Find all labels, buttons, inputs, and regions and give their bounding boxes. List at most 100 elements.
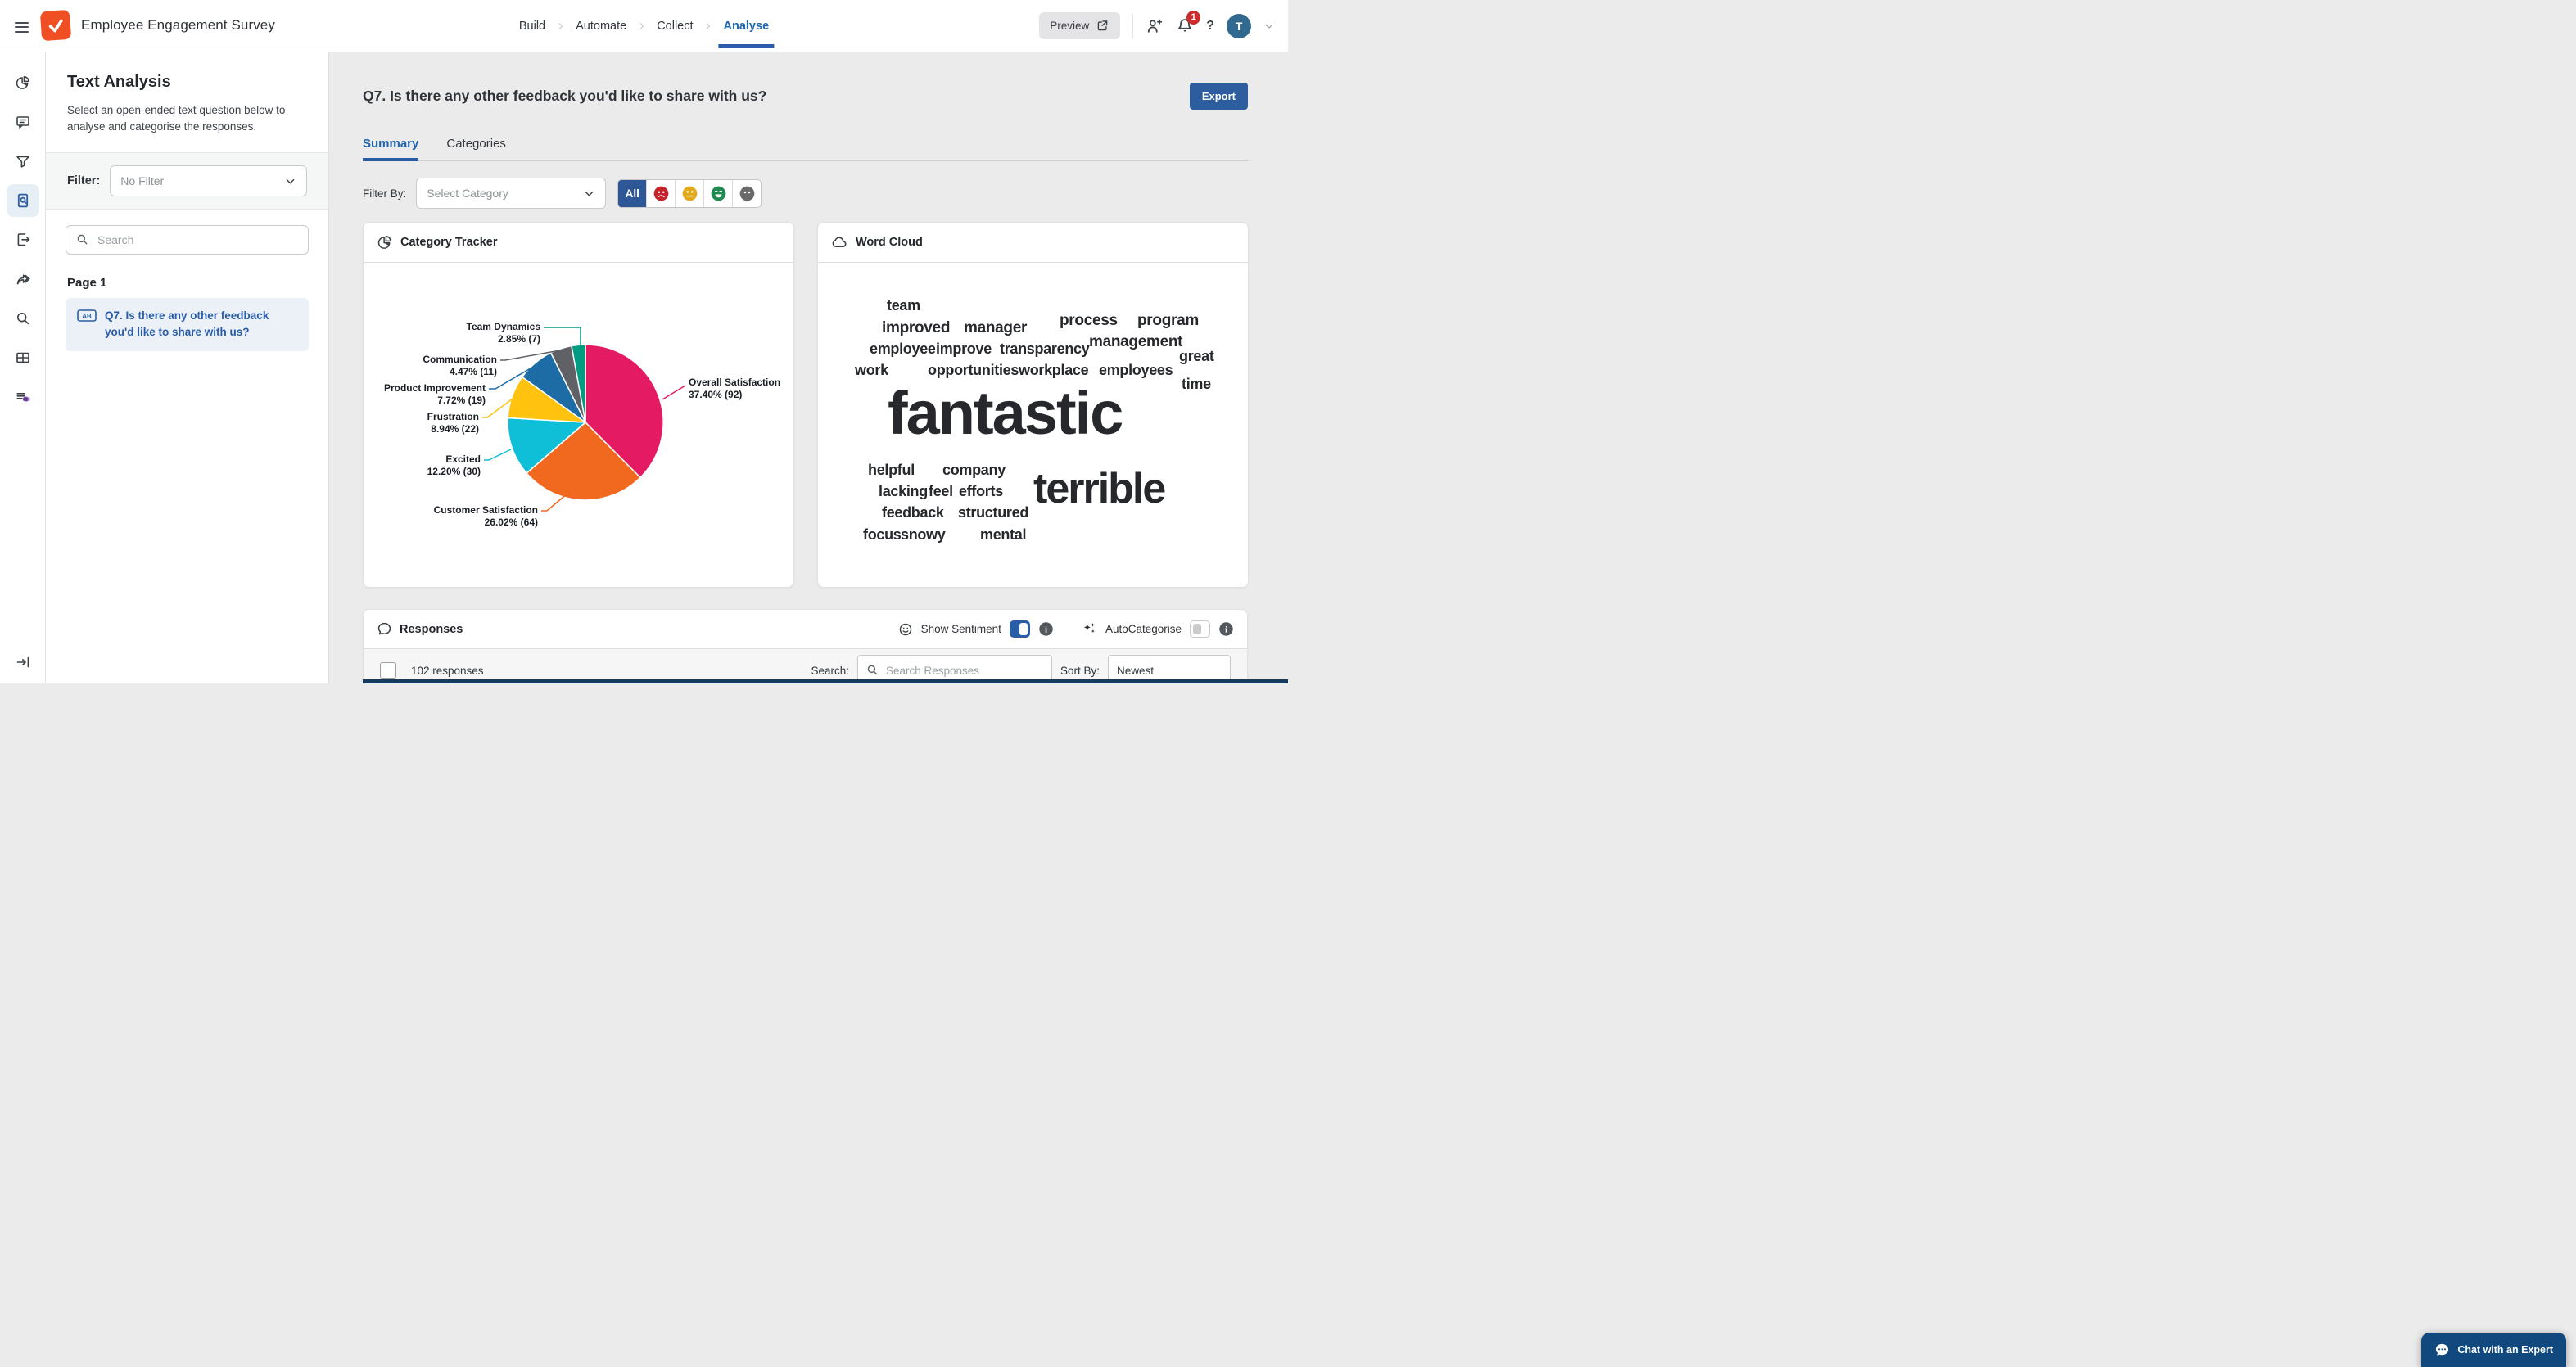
autocategorise-toggle[interactable] [1190,620,1210,638]
notifications-button[interactable]: 1 [1176,10,1201,35]
pie-leader-line [544,327,581,346]
sentiment-filter-negative[interactable] [646,179,675,207]
text-analysis-panel: Text Analysis Select an open-ended text … [46,52,329,684]
category-filter-dropdown[interactable]: Select Category [416,178,607,209]
filter-label: Filter: [67,174,101,188]
word-cloud-word[interactable]: great [1179,348,1214,364]
word-cloud-card: Word Cloud team improved manager process pro… [817,222,1249,588]
question-search-input[interactable] [66,225,309,255]
breadcrumb-item-analyse[interactable]: Analyse [718,19,774,48]
sidebar-item-pie-chart[interactable] [7,66,39,99]
chat-with-expert-button[interactable]: Chat with an Expert [2421,1333,2566,1367]
app-logo[interactable] [39,9,72,42]
word-cloud-word[interactable]: employee [870,341,936,357]
sidebar-item-table[interactable] [7,341,39,374]
word-cloud-word[interactable]: time [1182,376,1211,392]
sidebar-item-search[interactable] [7,302,39,335]
main-content: Q7. Is there any other feedback you'd li… [329,52,1288,684]
word-cloud-word[interactable]: manager [964,319,1028,336]
sentiment-filter-neutral[interactable] [675,179,703,207]
svg-text:i: i [1045,625,1047,635]
pie-label-value: 8.94% (22) [431,423,479,435]
filter-dropdown-value: No Filter [120,174,165,188]
share-icon [15,271,31,287]
pie-label-name: Team Dynamics [467,321,541,332]
filter-dropdown[interactable]: No Filter [110,165,307,197]
word-cloud-word[interactable]: mental [980,526,1027,543]
response-count: 102 responses [411,664,484,677]
sort-dropdown[interactable]: Newest [1108,655,1231,684]
pie-slice-customer-satisfaction[interactable] [526,421,642,501]
pie-leader-line [489,365,536,390]
sidebar-item-themes[interactable] [7,381,39,413]
chevron-down-icon [284,175,296,187]
sentiment-filter-none[interactable] [732,179,761,207]
pie-slice-team-dynamics[interactable] [571,344,586,423]
info-icon[interactable]: i [1218,621,1234,637]
pie-label-name: Excited [445,453,481,465]
sidebar-item-share[interactable] [7,263,39,296]
word-cloud-word[interactable]: company [942,462,1006,478]
sidebar-item-comments[interactable] [7,106,39,138]
responses-title: Responses [400,622,463,636]
show-sentiment-toggle[interactable] [1009,620,1030,638]
word-cloud-word[interactable]: team [887,297,920,314]
sidebar-item-text-analysis[interactable] [6,184,39,217]
word-cloud-word[interactable]: opportunities [928,362,1019,378]
question-list-item[interactable]: AB Q7. Is there any other feedback you'd… [66,298,309,351]
invite-user-icon[interactable] [1146,17,1164,35]
category-tracker-card: Category Tracker Overall Satisfaction 37.… [363,222,794,588]
category-filter-value: Select Category [427,187,508,200]
tab-summary[interactable]: Summary [363,137,419,161]
notification-badge: 1 [1186,10,1201,25]
word-cloud-word[interactable]: management [1089,333,1183,350]
word-cloud-word[interactable]: employees [1099,362,1173,378]
pie-slice-excited[interactable] [507,417,587,475]
breadcrumb-item-automate[interactable]: Automate [576,19,627,33]
info-icon[interactable]: i [1038,621,1054,637]
word-cloud-word[interactable]: workplace [1019,362,1089,378]
word-cloud-word[interactable]: snowy [901,526,946,543]
sentiment-filter-positive[interactable] [703,179,732,207]
pie-leader-line [662,385,686,400]
avatar[interactable]: T [1227,13,1251,38]
word-cloud-word[interactable]: work [855,362,888,378]
breadcrumb-item-build[interactable]: Build [518,19,546,33]
word-cloud-word[interactable]: fantastic [888,379,1123,447]
hamburger-menu-icon[interactable] [15,19,31,35]
pie-chart-icon [377,235,392,250]
word-cloud-word[interactable]: terrible [1033,465,1166,512]
breadcrumb-item-collect[interactable]: Collect [657,19,694,33]
word-cloud-word[interactable]: focus [863,526,902,543]
sentiment-filter-all[interactable]: All [618,179,647,207]
word-cloud-word[interactable]: efforts [959,483,1003,499]
word-cloud-word[interactable]: improved [882,319,951,336]
svg-text:AB: AB [82,313,92,320]
search-label: Search: [811,664,849,677]
logo-check-icon [48,19,63,33]
crumb-chevron-icon [556,20,565,32]
word-cloud-word[interactable]: process [1060,312,1118,329]
word-cloud-word[interactable]: structured [958,504,1029,521]
word-cloud-word[interactable]: lacking [879,483,928,499]
help-button[interactable]: ? [1206,18,1214,33]
word-cloud-word[interactable]: improve [936,341,992,357]
word-cloud-word[interactable]: helpful [868,462,915,478]
sort-by-label: Sort By: [1060,664,1100,677]
account-chevron-down-icon[interactable] [1263,20,1275,32]
tab-categories[interactable]: Categories [446,137,506,151]
word-cloud-word[interactable]: transparency [1000,341,1090,357]
select-all-checkbox[interactable] [380,662,396,679]
sidebar-item-filter[interactable] [7,145,39,178]
export-button[interactable]: Export [1189,83,1248,110]
collapse-sidebar-button[interactable] [0,654,45,670]
word-cloud-word[interactable]: feel [929,483,953,499]
responses-search-input[interactable] [856,655,1052,684]
word-cloud-word[interactable]: feedback [882,504,944,521]
word-cloud-word[interactable]: program [1137,312,1199,329]
header-divider [1132,13,1134,38]
pie-label-value: 7.72% (19) [437,395,486,406]
preview-button[interactable]: Preview [1039,12,1121,39]
sidebar-item-export-data[interactable] [7,223,39,256]
pie-slice-overall-satisfaction[interactable] [585,344,664,479]
